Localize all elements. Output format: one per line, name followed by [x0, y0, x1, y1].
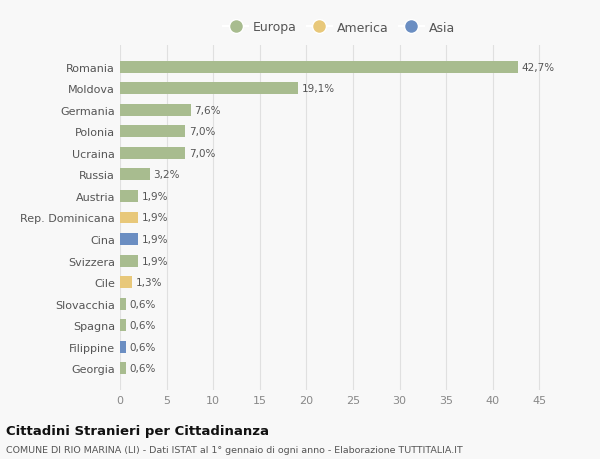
Bar [120, 298, 125, 310]
Bar [120, 212, 138, 224]
Text: 0,6%: 0,6% [130, 320, 155, 330]
Text: 1,9%: 1,9% [142, 213, 168, 223]
Legend: Europa, America, Asia: Europa, America, Asia [220, 18, 458, 38]
Bar [120, 126, 185, 138]
Text: 7,0%: 7,0% [189, 127, 215, 137]
Bar [120, 277, 132, 288]
Text: 3,2%: 3,2% [154, 170, 180, 180]
Text: 1,9%: 1,9% [142, 191, 168, 202]
Bar [120, 62, 518, 73]
Bar [120, 105, 191, 117]
Text: 0,6%: 0,6% [130, 364, 155, 374]
Bar [120, 255, 138, 267]
Text: 1,9%: 1,9% [142, 256, 168, 266]
Text: 7,6%: 7,6% [194, 106, 221, 116]
Bar [120, 148, 185, 159]
Text: 42,7%: 42,7% [521, 62, 555, 73]
Bar [120, 190, 138, 202]
Bar [120, 234, 138, 246]
Bar [120, 341, 125, 353]
Text: 7,0%: 7,0% [189, 149, 215, 158]
Text: 1,9%: 1,9% [142, 235, 168, 245]
Text: Cittadini Stranieri per Cittadinanza: Cittadini Stranieri per Cittadinanza [6, 424, 269, 437]
Bar [120, 83, 298, 95]
Text: COMUNE DI RIO MARINA (LI) - Dati ISTAT al 1° gennaio di ogni anno - Elaborazione: COMUNE DI RIO MARINA (LI) - Dati ISTAT a… [6, 445, 463, 454]
Text: 0,6%: 0,6% [130, 299, 155, 309]
Text: 0,6%: 0,6% [130, 342, 155, 352]
Bar [120, 363, 125, 375]
Bar [120, 169, 150, 181]
Text: 1,3%: 1,3% [136, 278, 163, 287]
Bar [120, 319, 125, 331]
Text: 19,1%: 19,1% [302, 84, 335, 94]
